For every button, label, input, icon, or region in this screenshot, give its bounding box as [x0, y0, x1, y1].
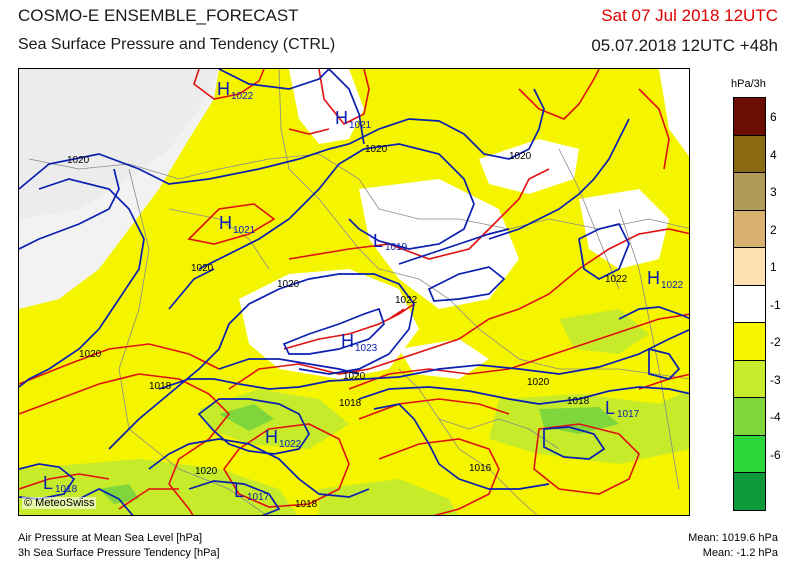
- legend-tick-label: -4: [770, 410, 781, 425]
- pressure-center-value: 1023: [355, 343, 378, 354]
- run-time: 05.07.2018 12UTC +48h: [591, 36, 778, 55]
- isobar-label: 1020: [79, 349, 102, 360]
- isobar-label: 1018: [567, 396, 590, 407]
- pressure-center-letter: H: [217, 79, 230, 99]
- legend-swatch: [733, 97, 766, 136]
- legend-tick-label: 4: [770, 147, 777, 162]
- isobar-label: 1020: [277, 279, 300, 290]
- isobar-label: 1020: [67, 155, 90, 166]
- color-legend: [733, 97, 766, 511]
- legend-tick-label: -2: [770, 335, 781, 350]
- isobar-label: 1018: [149, 381, 172, 392]
- forecast-map: H 1022 H 1021 H 1021 L 1019 H 1023 H 102…: [18, 68, 690, 516]
- pressure-center-value: 1017: [617, 409, 640, 420]
- isobar-label: 1018: [295, 499, 318, 510]
- pressure-center-value: 1021: [233, 225, 256, 236]
- legend-tick-label: 6: [770, 110, 777, 125]
- legend-swatch: [733, 209, 766, 248]
- legend-swatch: [733, 472, 766, 511]
- pressure-center-value: 1021: [349, 120, 372, 131]
- isobar-labels: 1020 1020 1020 1020 1022 1020 1020 1018 …: [67, 144, 628, 510]
- pressure-center-letter: H: [341, 331, 354, 351]
- pressure-center-value: 1022: [661, 280, 684, 291]
- legend-swatch: [733, 284, 766, 323]
- legend-swatch: [733, 359, 766, 398]
- legend-unit: hPa/3h: [731, 78, 766, 90]
- white-patch-north: [289, 69, 364, 144]
- pressure-center-letter: L: [605, 398, 615, 418]
- isobar-label: 1020: [195, 466, 218, 477]
- pressure-center-letter: L: [234, 481, 244, 501]
- pressure-center-value: 1022: [231, 91, 254, 102]
- white-patch-center: [239, 269, 419, 379]
- pressure-center-letter: L: [373, 231, 383, 251]
- pressure-center-letter: H: [647, 268, 660, 288]
- isobar-label: 1020: [343, 371, 366, 382]
- isobar-label: 1020: [509, 151, 532, 162]
- legend-tick-label: -6: [770, 447, 781, 462]
- tendency-contours: [19, 69, 689, 515]
- footer-pressure-label: Air Pressure at Mean Sea Level [hPa]: [18, 532, 203, 544]
- legend-swatch: [733, 172, 766, 211]
- isobar-label: 1020: [365, 144, 388, 155]
- copyright-label: © MeteoSwiss: [22, 497, 97, 509]
- isobar-label: 1020: [191, 263, 214, 274]
- legend-tick-label: 1: [770, 260, 777, 275]
- legend-swatch: [733, 134, 766, 173]
- pressure-center-value: 1018: [55, 484, 78, 495]
- pressure-center-letter: L: [43, 473, 53, 493]
- legend-tick-label: -3: [770, 372, 781, 387]
- country-borders: [28, 69, 689, 515]
- pressure-center-value: 1019: [385, 242, 408, 253]
- legend-swatch: [733, 322, 766, 361]
- legend-tick-label: 2: [770, 222, 777, 237]
- isobars: [19, 69, 689, 515]
- legend-swatch: [733, 434, 766, 473]
- isobar-label: 1022: [605, 274, 628, 285]
- valid-time: Sat 07 Jul 2018 12UTC: [601, 6, 778, 25]
- chart-title: COSMO-E ENSEMBLE_FORECAST: [18, 6, 299, 25]
- legend-tick-label: -1: [770, 297, 781, 312]
- pressure-center-value: 1017: [247, 492, 270, 503]
- isobar-label: 1020: [527, 377, 550, 388]
- isobar-label: 1022: [395, 295, 418, 306]
- legend-swatch: [733, 397, 766, 436]
- pressure-center-letter: H: [265, 427, 278, 447]
- pressure-center-letter: H: [219, 213, 232, 233]
- isobar-label: 1018: [339, 398, 362, 409]
- mean-pressure: Mean: 1019.6 hPa: [688, 532, 778, 544]
- pressure-center-value: 1022: [279, 439, 302, 450]
- isobar-label: 1016: [469, 463, 492, 474]
- legend-swatch: [733, 247, 766, 286]
- pressure-centers: H 1022 H 1021 H 1021 L 1019 H 1023 H 102…: [43, 79, 684, 503]
- legend-tick-label: 3: [770, 185, 777, 200]
- pressure-center-letter: H: [335, 108, 348, 128]
- footer-tendency-label: 3h Sea Surface Pressure Tendency [hPa]: [18, 547, 220, 559]
- mean-tendency: Mean: -1.2 hPa: [702, 547, 778, 559]
- chart-subtitle: Sea Surface Pressure and Tendency (CTRL): [18, 36, 336, 53]
